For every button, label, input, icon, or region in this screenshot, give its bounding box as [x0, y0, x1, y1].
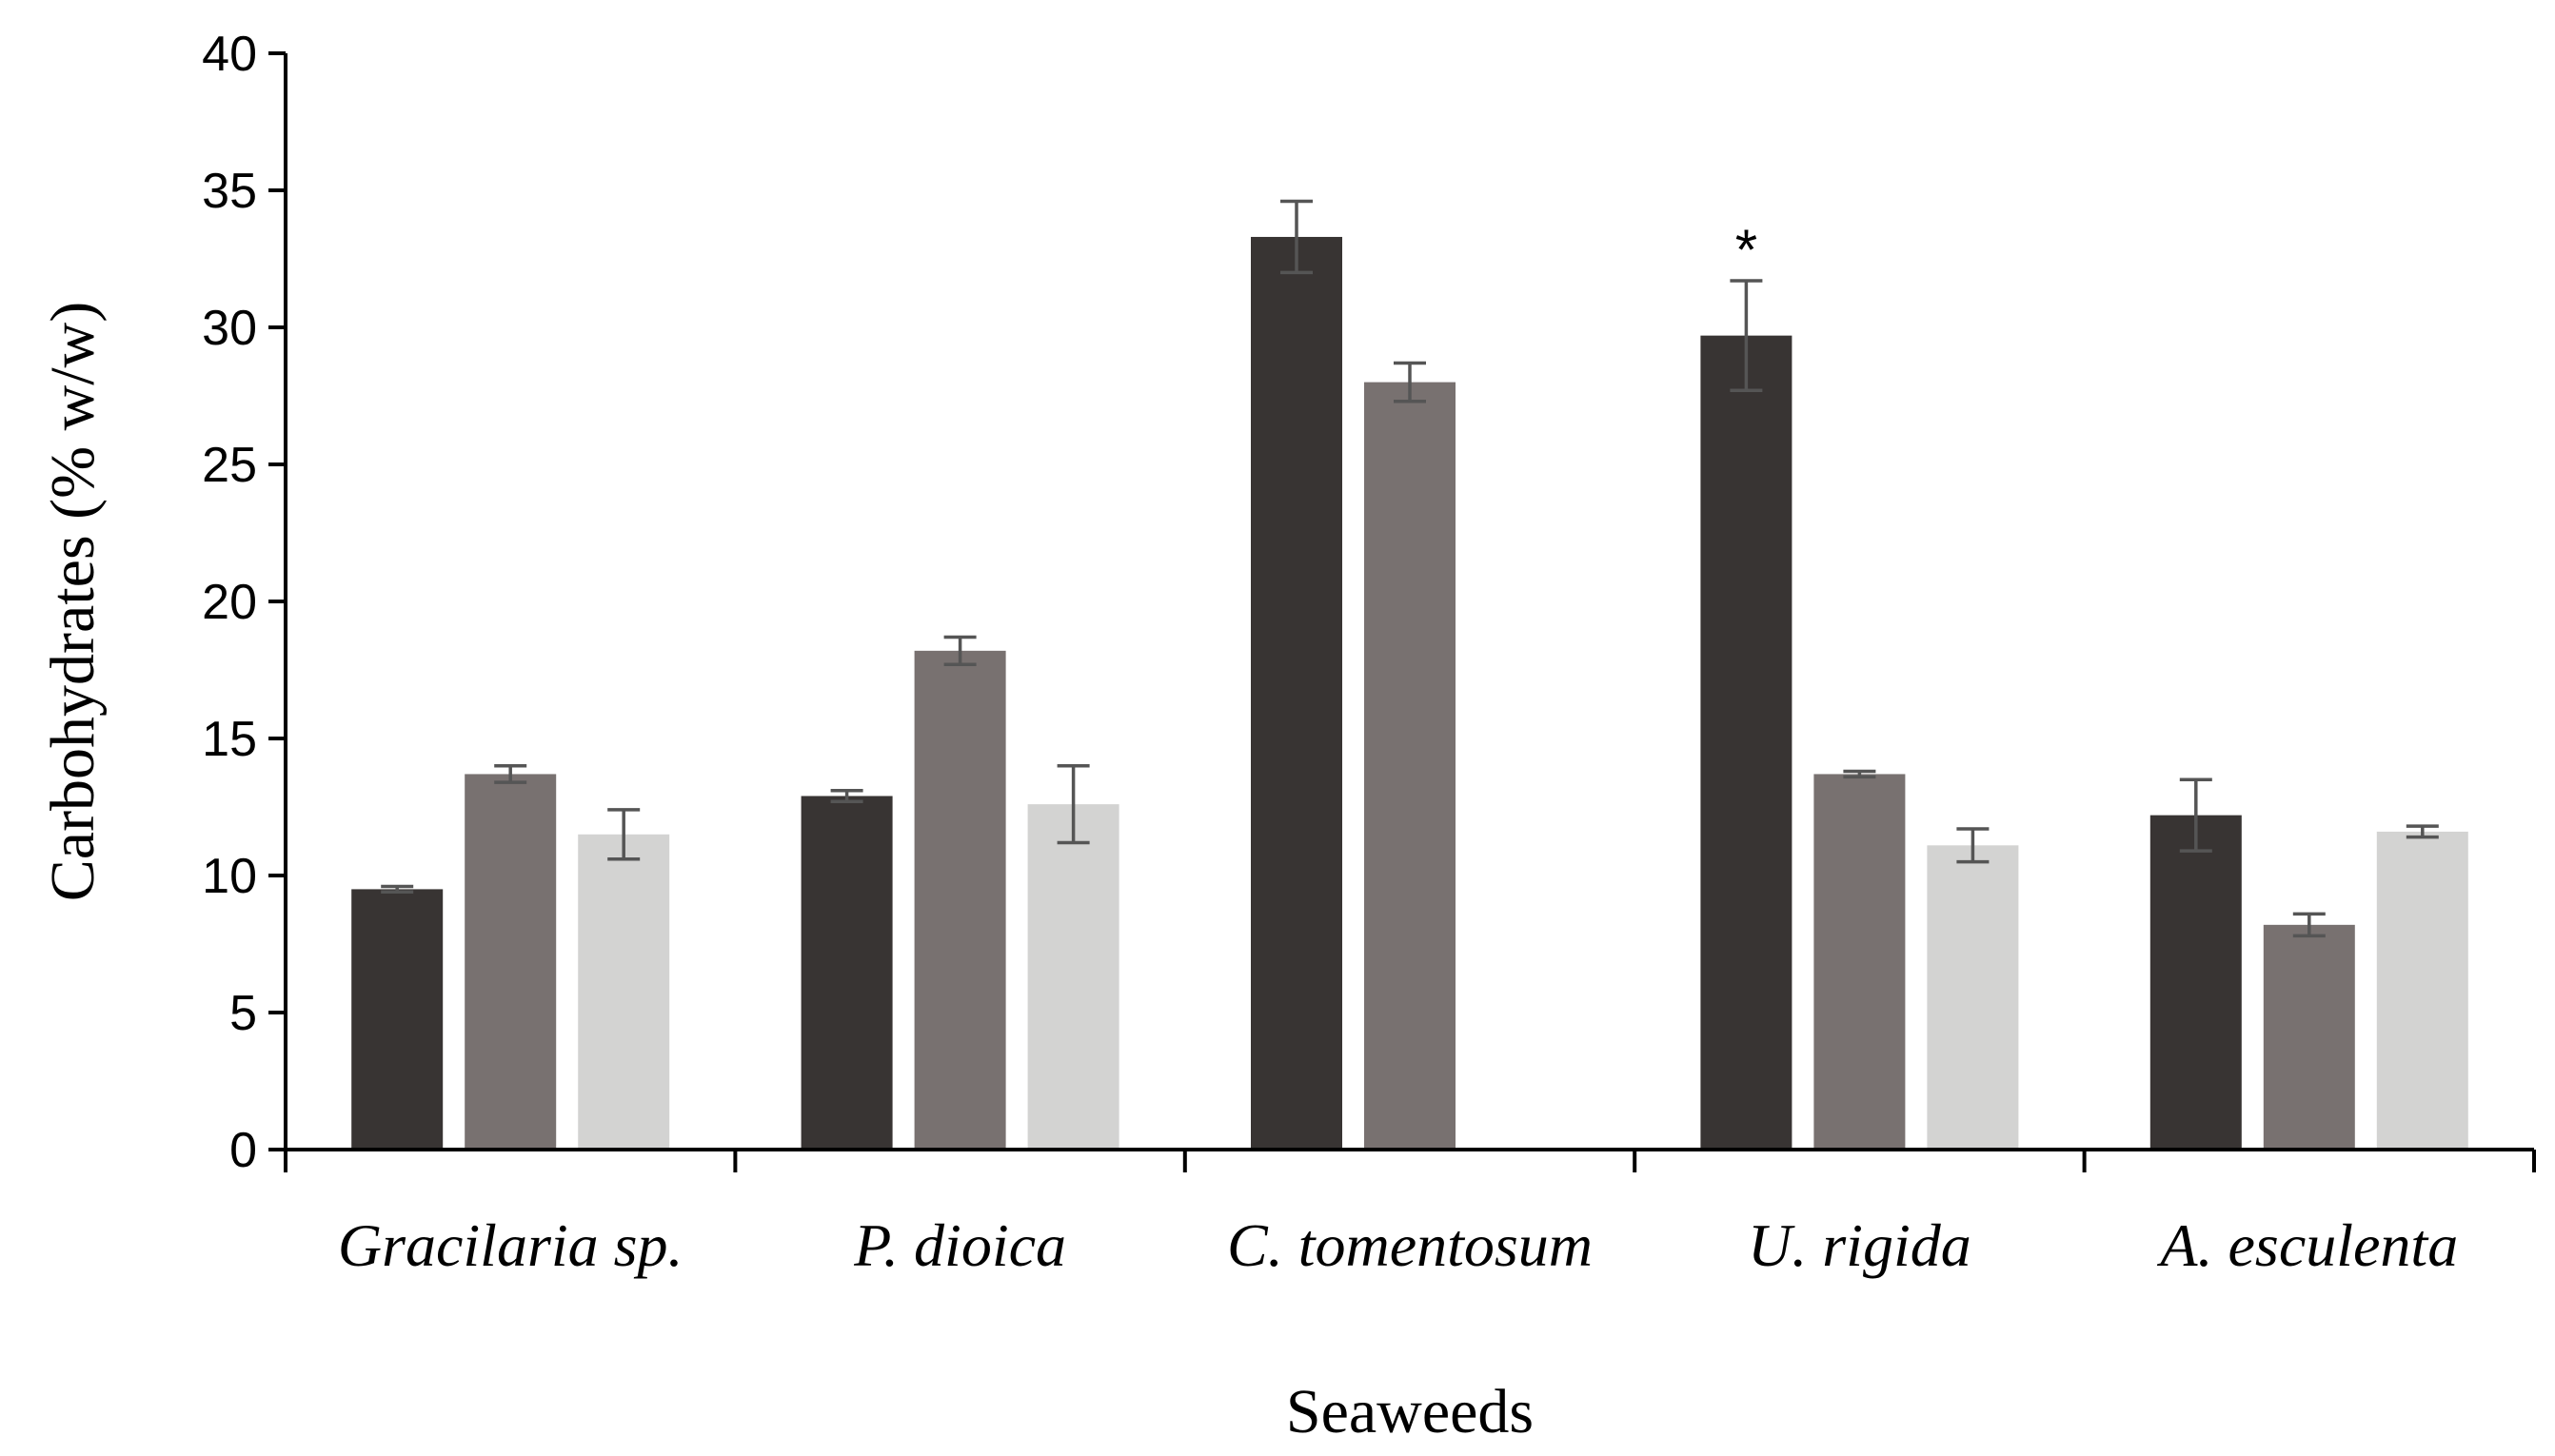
bar: [1813, 774, 1906, 1150]
y-tick-label: 10: [202, 849, 257, 904]
significance-star: *: [1735, 218, 1757, 282]
y-tick-label: 30: [202, 301, 257, 356]
y-axis-ticks: 0 5 10 15 20 25 30 35 40: [202, 27, 286, 1178]
x-category-label: Gracilaria sp.: [338, 1211, 683, 1279]
y-tick-label: 15: [202, 712, 257, 767]
y-tick-label: 35: [202, 164, 257, 219]
annotations: *: [1735, 218, 1757, 282]
y-tick-label: 25: [202, 438, 257, 493]
y-tick-label: 0: [229, 1123, 257, 1178]
bar: [914, 650, 1006, 1150]
bars: [351, 236, 2468, 1151]
bar: [1251, 236, 1342, 1150]
bar: [465, 774, 557, 1150]
y-axis-title: Carbohydrates (% w/w): [38, 302, 108, 901]
y-tick-label: 40: [202, 27, 257, 82]
y-tick-label: 5: [229, 986, 257, 1041]
bar: [1700, 335, 1792, 1150]
bar: [2376, 831, 2468, 1150]
x-category-label: A. esculenta: [2156, 1211, 2458, 1279]
x-category-label: U. rigida: [1748, 1211, 1971, 1279]
bar: [2263, 924, 2355, 1150]
x-axis-category-labels: Gracilaria sp. P. dioica C. tomentosum U. r…: [338, 1211, 2458, 1279]
x-axis-ticks: [284, 1150, 2536, 1172]
bar: [351, 889, 444, 1150]
error-bars: [381, 199, 2439, 938]
bar: [1364, 382, 1456, 1151]
bar: [1927, 845, 2019, 1150]
x-category-label: P. dioica: [853, 1211, 1066, 1279]
bar: [1027, 804, 1119, 1150]
bar: [2149, 815, 2242, 1150]
bar: [801, 796, 893, 1150]
y-tick-label: 20: [202, 575, 257, 630]
x-axis-title: Seaweeds: [1286, 1377, 1534, 1446]
x-category-label: C. tomentosum: [1227, 1211, 1593, 1279]
bar: [578, 834, 670, 1150]
